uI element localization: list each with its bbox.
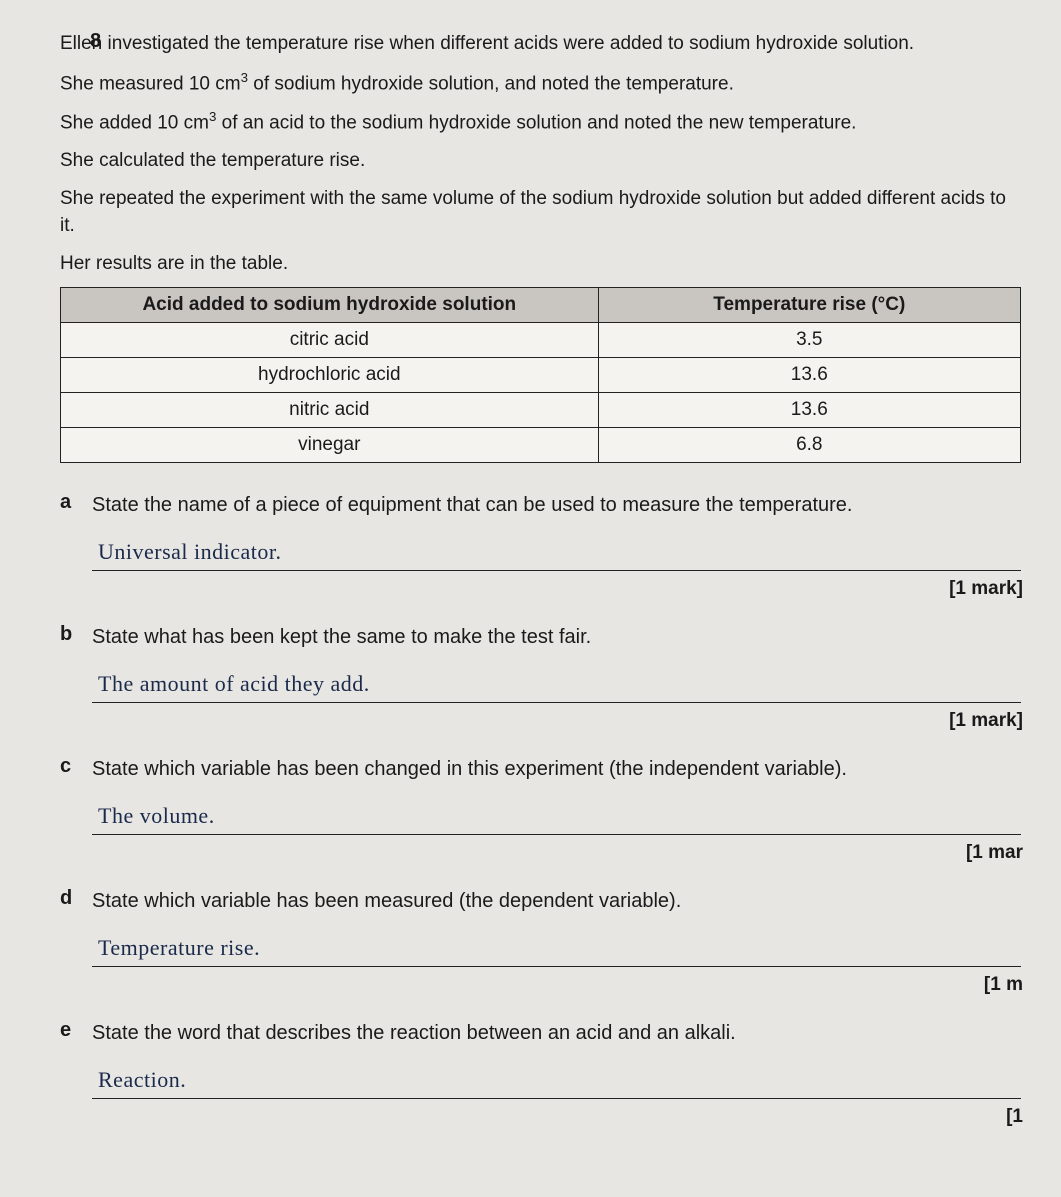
cell-temp: 13.6 [598,358,1020,393]
col-temp-rise: Temperature rise (°C) [598,288,1020,323]
question-intro: Ellen investigated the temperature rise … [60,30,1021,277]
part-a: a State the name of a piece of equipment… [60,491,1021,571]
part-b-prompt: State what has been kept the same to mak… [92,623,1021,651]
handwritten-answer: The volume. [98,803,215,828]
part-label: e [60,1019,71,1042]
table-row: citric acid 3.5 [61,323,1021,358]
cell-acid: vinegar [61,428,599,463]
handwritten-answer: Temperature rise. [98,935,260,960]
table-row: nitric acid 13.6 [61,393,1021,428]
intro-2b: of sodium hydroxide solution, and noted … [248,73,734,94]
answer-line[interactable]: The volume. [1 mar [92,801,1021,835]
handwritten-answer: Reaction. [98,1067,186,1092]
intro-line-2: She measured 10 cm3 of sodium hydroxide … [60,68,1021,98]
part-label: d [60,887,72,910]
intro-line-6: Her results are in the table. [60,250,1021,278]
intro-2a: She measured 10 cm [60,73,241,94]
table-row: hydrochloric acid 13.6 [61,358,1021,393]
part-d-prompt: State which variable has been measured (… [92,887,1021,915]
cell-temp: 6.8 [598,428,1020,463]
cell-temp: 3.5 [598,323,1020,358]
mark-allocation: [1 mar [966,842,1023,864]
table-header-row: Acid added to sodium hydroxide solution … [61,288,1021,323]
question-number: 8 [90,30,101,53]
cell-acid: nitric acid [61,393,599,428]
part-c-prompt: State which variable has been changed in… [92,755,1021,783]
handwritten-answer: The amount of acid they add. [98,671,370,696]
intro-3b: of an acid to the sodium hydroxide solut… [216,113,856,134]
results-table: Acid added to sodium hydroxide solution … [60,287,1021,463]
mark-allocation: [1 mark] [949,578,1023,600]
cell-acid: hydrochloric acid [61,358,599,393]
intro-3a: She added 10 cm [60,113,209,134]
part-label: b [60,623,72,646]
mark-allocation: [1 mark] [949,710,1023,732]
mark-allocation: [1 [1006,1106,1023,1128]
cell-acid: citric acid [61,323,599,358]
answer-line[interactable]: Reaction. [1 [92,1065,1021,1099]
table-row: vinegar 6.8 [61,428,1021,463]
part-b: b State what has been kept the same to m… [60,623,1021,703]
handwritten-answer: Universal indicator. [98,539,282,564]
part-label: c [60,755,71,778]
table-body: citric acid 3.5 hydrochloric acid 13.6 n… [61,323,1021,463]
intro-line-5: She repeated the experiment with the sam… [60,185,1021,240]
answer-line[interactable]: Temperature rise. [1 m [92,933,1021,967]
cell-temp: 13.6 [598,393,1020,428]
part-e: e State the word that describes the reac… [60,1019,1021,1099]
part-label: a [60,491,71,514]
part-e-prompt: State the word that describes the reacti… [92,1019,1021,1047]
superscript-3: 3 [241,70,248,85]
part-c: c State which variable has been changed … [60,755,1021,835]
intro-line-1: Ellen investigated the temperature rise … [60,30,1021,58]
question-8: 8 Ellen investigated the temperature ris… [60,30,1021,1099]
part-a-prompt: State the name of a piece of equipment t… [92,491,1021,519]
answer-line[interactable]: Universal indicator. [1 mark] [92,537,1021,571]
answer-line[interactable]: The amount of acid they add. [1 mark] [92,669,1021,703]
col-acid: Acid added to sodium hydroxide solution [61,288,599,323]
mark-allocation: [1 m [984,974,1023,996]
part-d: d State which variable has been measured… [60,887,1021,967]
intro-line-4: She calculated the temperature rise. [60,147,1021,175]
intro-line-3: She added 10 cm3 of an acid to the sodiu… [60,107,1021,137]
